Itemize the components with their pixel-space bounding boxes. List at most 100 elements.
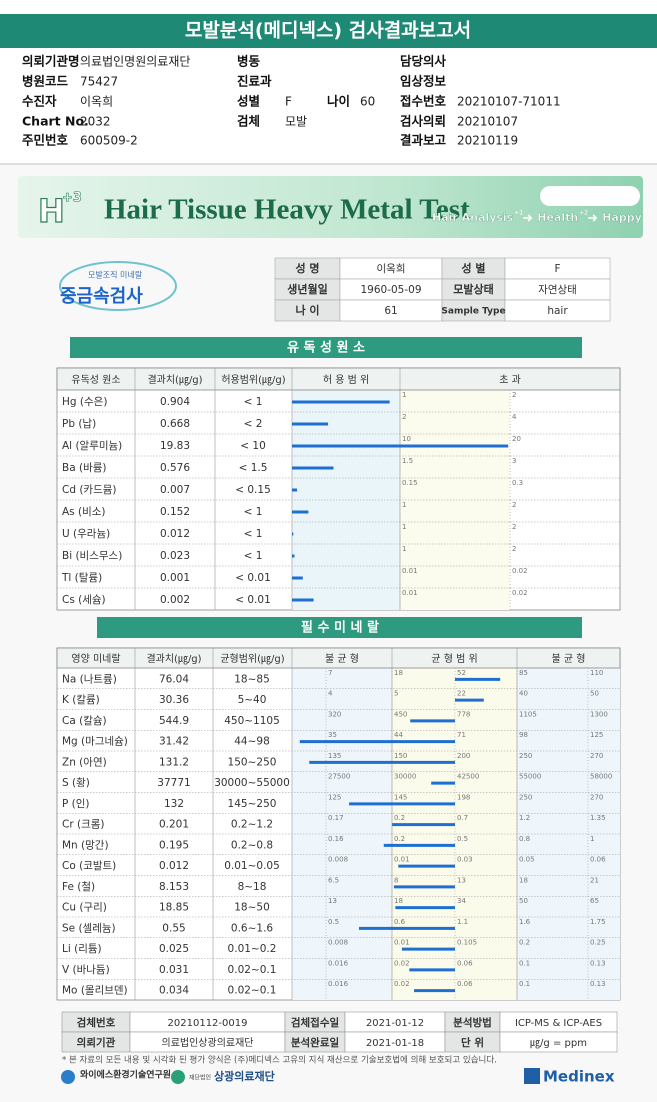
scale-tick-label: 2 xyxy=(512,501,516,509)
element-name: Cr (크롬) xyxy=(62,819,105,831)
column-header: 균 형 범 위 xyxy=(431,652,477,665)
element-name: U (우라늄) xyxy=(62,528,110,540)
banner-step-sup: +3 xyxy=(643,210,652,217)
scale-tick-label: 0.3 xyxy=(512,479,523,487)
element-name: Mg (마그네슘) xyxy=(62,736,128,748)
patient-label: 나 이 xyxy=(295,303,319,317)
scale-tick-label: 1300 xyxy=(590,710,608,718)
result-value: 76.04 xyxy=(159,673,189,685)
result-bar xyxy=(455,677,501,681)
range-value: < 0.01 xyxy=(235,572,271,584)
scale-tick-label: 450 xyxy=(394,710,407,718)
element-name: Hg (수은) xyxy=(62,396,107,408)
scale-tick-label: 13 xyxy=(457,876,466,884)
result-value: 19.83 xyxy=(160,440,190,452)
range-value: < 2 xyxy=(244,418,263,430)
scale-tick-label: 0.6 xyxy=(394,918,406,926)
header-title: 모발분석(메디넥스) 검사결과보고서 xyxy=(185,20,471,42)
range-value: 150~250 xyxy=(228,756,277,768)
info-label: 수진자 xyxy=(22,94,57,109)
result-value: 31.42 xyxy=(159,736,189,748)
column-header: 결과치(㎍/g) xyxy=(147,374,202,386)
scale-tick-label: 22 xyxy=(457,690,466,698)
result-value: 0.576 xyxy=(160,462,190,474)
result-bar xyxy=(292,532,294,536)
scale-tick-label: 0.5 xyxy=(457,835,468,843)
range-value: 18~50 xyxy=(234,902,270,914)
badge-big: 중금속검사 xyxy=(60,286,143,307)
banner-step: Hair Analysis xyxy=(432,211,514,224)
patient-label: 생년월일 xyxy=(287,282,327,296)
scale-tick-label: 20 xyxy=(512,435,521,443)
range-value: 0.6~1.6 xyxy=(231,922,274,934)
scale-tick-label: 145 xyxy=(394,793,407,801)
scale-tick-label: 1105 xyxy=(519,710,537,718)
scale-tick-label: 0.02 xyxy=(512,589,528,597)
result-value: 0.201 xyxy=(159,819,189,831)
element-name: Co (코발트) xyxy=(62,860,116,872)
result-value: 0.152 xyxy=(160,506,190,518)
banner-arrow xyxy=(588,214,598,222)
range-value: < 1 xyxy=(244,396,263,408)
element-name: Fe (철) xyxy=(62,881,95,893)
column-header: 영양 미네랄 xyxy=(71,652,120,665)
banner-step-sup: +1 xyxy=(514,210,523,217)
patient-label: 성 별 xyxy=(461,261,485,275)
scale-tick-label: 0.1 xyxy=(519,980,530,988)
range-value: 8~18 xyxy=(238,881,267,893)
scale-tick-label: 18 xyxy=(394,669,403,677)
banner-arrow xyxy=(523,214,533,222)
patient-value: 61 xyxy=(384,305,397,317)
scale-tick-label: 2 xyxy=(402,413,406,421)
footer-value: 20210112-0019 xyxy=(168,1018,248,1029)
range-value: < 1 xyxy=(244,506,263,518)
range-value: 0.2~1.2 xyxy=(231,819,273,831)
info-value: 20210107 xyxy=(457,115,518,129)
scale-tick-label: 10 xyxy=(402,435,411,443)
result-bar xyxy=(455,698,484,702)
result-bar xyxy=(292,510,309,514)
result-bar xyxy=(401,947,455,951)
scale-tick-label: 0.02 xyxy=(512,567,528,575)
result-value: 131.2 xyxy=(159,756,189,768)
scale-tick-label: 0.17 xyxy=(328,814,344,822)
element-name: Tl (탈륨) xyxy=(61,571,102,584)
logo-text: Medinex xyxy=(543,1068,615,1086)
element-name: Cu (구리) xyxy=(62,902,107,914)
info-label: 성별 xyxy=(237,94,260,109)
result-bar xyxy=(309,760,455,764)
scale-tick-label: 0.01 xyxy=(394,856,410,864)
result-bar xyxy=(398,864,455,868)
element-name: Ca (칼슘) xyxy=(62,714,107,727)
result-bar xyxy=(410,719,455,723)
scale-tick-label: 4 xyxy=(512,413,517,421)
element-name: Se (셀레늄) xyxy=(62,922,116,934)
scale-tick-label: 0.8 xyxy=(519,835,530,843)
scale-tick-label: 13 xyxy=(328,897,337,905)
info-value: 75427 xyxy=(80,75,118,89)
result-bar xyxy=(431,781,455,785)
column-header: 허 용 범 위 xyxy=(323,373,369,386)
element-name: V (바나듐) xyxy=(62,964,110,976)
scale-tick-label: 40 xyxy=(519,690,528,698)
section-title: 유 독 성 원 소 xyxy=(287,341,365,356)
scale-tick-label: 0.01 xyxy=(402,567,418,575)
range-value: 5~40 xyxy=(238,694,267,706)
scale-tick-label: 270 xyxy=(590,752,603,760)
scale-tick-label: 44 xyxy=(394,731,403,739)
result-bar xyxy=(359,926,455,930)
scale-tick-label: 1 xyxy=(402,523,406,531)
column-header: 유독성 원소 xyxy=(71,374,120,386)
footer-value: 2021-01-12 xyxy=(366,1018,424,1029)
range-value: 30000~55000 xyxy=(214,777,290,789)
scale-tick-label: 1.1 xyxy=(457,918,468,926)
scale-tick-label: 0.016 xyxy=(328,959,349,967)
scale-tick-label: 200 xyxy=(457,752,470,760)
logo-icon xyxy=(524,1068,540,1084)
column-header: 불 균 형 xyxy=(552,653,586,665)
scale-tick-label: 52 xyxy=(457,669,466,677)
info-value: 20210119 xyxy=(457,134,518,148)
range-value: < 0.15 xyxy=(235,484,271,496)
info-label: 주민번호 xyxy=(22,133,69,148)
